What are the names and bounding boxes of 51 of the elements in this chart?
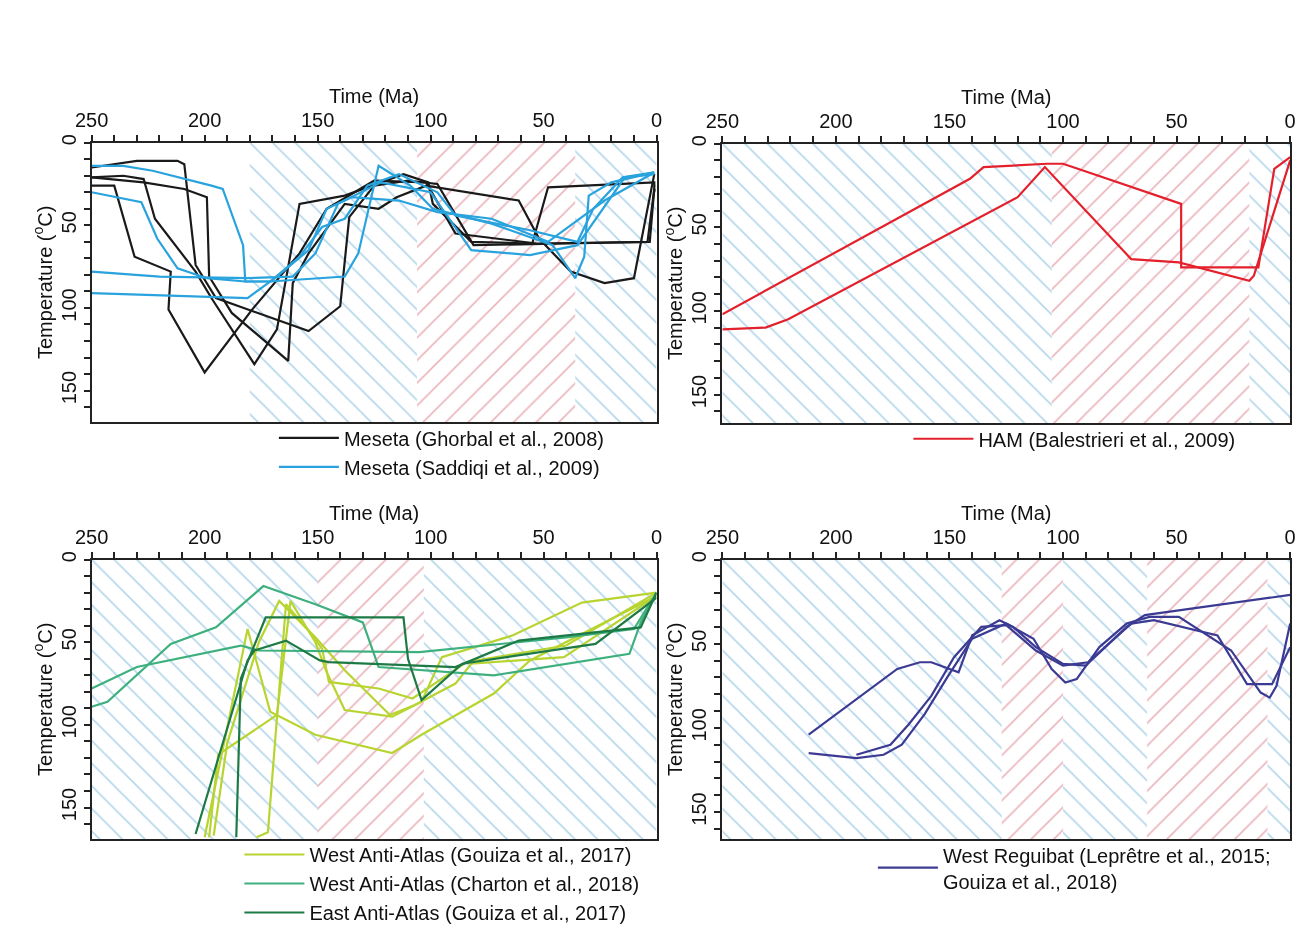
x-tick-label: 0 — [650, 525, 663, 548]
y-tick-label: 100 — [57, 705, 80, 739]
y-tick-label: 50 — [688, 629, 711, 652]
y-tick-label: 100 — [688, 708, 711, 742]
y-tick-label: 50 — [57, 628, 80, 651]
x-tick-label: 200 — [819, 525, 853, 548]
y-tick-label: 150 — [57, 787, 80, 822]
y-tick-label: 100 — [57, 288, 80, 322]
x-axis-title: Time (Ma) — [328, 501, 420, 524]
x-tick-label: 50 — [1165, 109, 1188, 132]
y-tick-label: 100 — [688, 291, 711, 325]
x-tick-label: 150 — [300, 108, 335, 131]
x-tick-label: 200 — [187, 108, 222, 131]
x-tick-label: 200 — [187, 525, 222, 548]
y-tick-label: 0 — [688, 135, 711, 147]
y-tick-label: 150 — [688, 792, 711, 826]
x-tick-label: 250 — [705, 109, 740, 132]
legend-label: West Reguibat (Leprêtre et al., 2015; Gouiza et al., 2018) — [942, 844, 1271, 893]
x-tick-label: 0 — [650, 108, 663, 131]
x-axis-title: Time (Ma) — [961, 85, 1052, 108]
y-tick-label: 50 — [688, 213, 711, 236]
y-tick-label: 150 — [57, 370, 80, 405]
x-tick-label: 200 — [819, 109, 853, 132]
x-tick-label: 150 — [300, 525, 335, 548]
legend-label: HAM (Balestrieri et al., 2009) — [978, 428, 1236, 451]
x-tick-label: 100 — [413, 525, 448, 548]
x-tick-label: 50 — [532, 525, 555, 548]
legend-label: Meseta (Ghorbal et al., 2008) — [343, 427, 605, 450]
x-tick-label: 150 — [932, 525, 967, 548]
x-tick-label: 150 — [932, 109, 967, 132]
x-tick-label: 50 — [532, 108, 555, 131]
x-axis-title: Time (Ma) — [328, 84, 420, 107]
x-tick-label: 100 — [413, 108, 448, 131]
legend-label: East Anti-Atlas (Gouiza et al., 2017) — [309, 902, 627, 925]
x-axis-title: Time (Ma) — [961, 501, 1052, 524]
legend-label: Meseta (Saddiqi et al., 2009) — [343, 456, 600, 479]
x-tick-label: 250 — [74, 525, 109, 548]
x-tick-label: 50 — [1165, 525, 1188, 548]
y-tick-label: 50 — [57, 211, 80, 234]
x-tick-label: 0 — [1284, 525, 1296, 548]
x-tick-label: 100 — [1046, 525, 1080, 548]
x-tick-label: 0 — [1284, 109, 1296, 132]
x-tick-label: 250 — [74, 108, 109, 131]
x-tick-label: 100 — [1046, 109, 1080, 132]
y-tick-label: 0 — [57, 551, 80, 563]
x-tick-label: 250 — [705, 525, 740, 548]
y-tick-label: 0 — [688, 551, 711, 563]
y-tick-label: 150 — [688, 374, 711, 409]
y-tick-label: 0 — [57, 134, 80, 146]
legend-label: West Anti-Atlas (Gouiza et al., 2017) — [309, 844, 632, 867]
legend-label: West Anti-Atlas (Charton et al., 2018) — [309, 873, 640, 896]
